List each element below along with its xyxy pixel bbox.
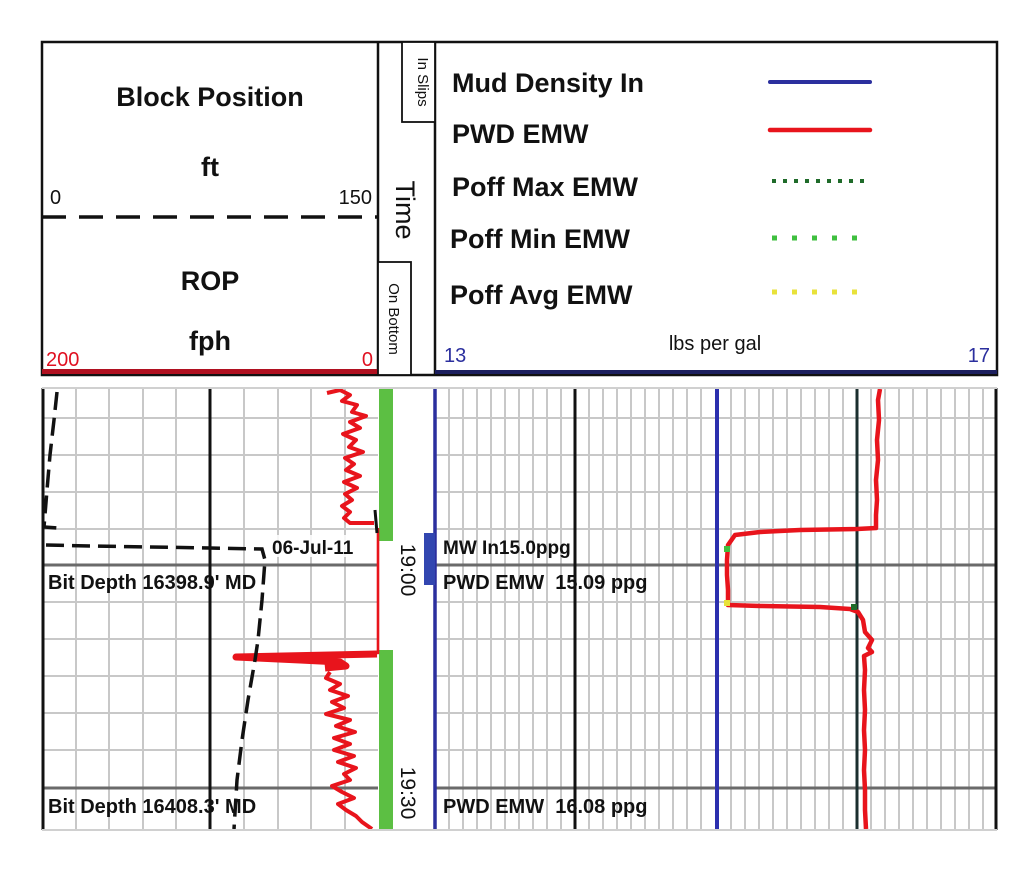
rop-scale-right: 0 <box>362 349 373 371</box>
legend-label: Poff Max EMW <box>452 172 639 202</box>
pwd-emw-label-1: PWD EMW 15.09 ppg <box>443 572 647 594</box>
poff-min-marker <box>724 546 730 552</box>
block-position-scale-max: 150 <box>339 187 372 209</box>
legend-item-poff-min-emw: Poff Min EMW <box>450 224 870 254</box>
rop-unit: fph <box>189 326 231 356</box>
rop-title: ROP <box>181 266 240 296</box>
on-bottom-box <box>377 261 412 376</box>
block-position-tick <box>373 509 379 534</box>
legend-item-mud-density-in: Mud Density In <box>452 68 872 98</box>
right-track-grid <box>448 388 984 830</box>
on-bottom-label: On Bottom <box>385 283 402 355</box>
legend-label: Poff Min EMW <box>450 224 630 254</box>
legend-item-poff-max-emw: Poff Max EMW <box>452 172 870 202</box>
legend-label: PWD EMW <box>452 119 589 149</box>
emw-legend: Mud Density In PWD EMW Poff Max EMW Poff… <box>435 68 997 374</box>
pwd-emw-label-2: PWD EMW 16.08 ppg <box>443 796 647 818</box>
time-label-1930: 19:30 <box>396 767 419 820</box>
date-label: 06-Jul-11 <box>272 538 354 559</box>
rop-curve <box>232 388 380 831</box>
legend-label: Poff Avg EMW <box>450 280 633 310</box>
emw-unit-label: lbs per gal <box>669 333 761 355</box>
log-tracks: 19:00 19:30 06-Jul-11 Bit Depth 16398 <box>41 387 998 831</box>
right-track-annotations: MW In15.0ppg PWD EMW 15.09 ppg PWD EMW 1… <box>443 538 647 818</box>
pwd-emw-curve <box>724 388 883 830</box>
block-position-scale-min: 0 <box>50 187 61 209</box>
mw-in-label: MW In15.0ppg <box>443 538 571 559</box>
on-bottom-bar <box>379 650 393 830</box>
rop-legend-line <box>42 369 378 374</box>
block-position-unit: ft <box>201 152 219 182</box>
left-track-annotations: 06-Jul-11 Bit Depth 16398.9' MD Bit Dept… <box>48 535 374 818</box>
on-bottom-bar <box>379 389 393 541</box>
legend-item-pwd-emw: PWD EMW <box>452 119 873 149</box>
time-title: Time <box>390 181 420 240</box>
emw-scale-min: 13 <box>444 345 466 367</box>
rop-scale-left: 200 <box>46 349 79 371</box>
poff-max-marker <box>851 604 857 610</box>
rop-header: ROP fph 200 0 <box>42 266 378 374</box>
in-slips-label: In Slips <box>414 57 431 106</box>
time-label-1900: 19:00 <box>396 544 419 597</box>
block-position-title: Block Position <box>116 82 304 112</box>
block-position-header: Block Position ft 0 150 <box>42 82 378 219</box>
left-track-grid <box>75 388 346 830</box>
bit-depth-label-1: Bit Depth 16398.9' MD <box>48 572 256 594</box>
emw-scale-max: 17 <box>968 345 990 367</box>
header: Block Position ft 0 150 ROP fph 200 0 In… <box>40 40 999 377</box>
in-slips-box <box>401 41 436 123</box>
time-column: 19:00 19:30 <box>379 389 435 830</box>
bit-depth-label-2: Bit Depth 16408.3' MD <box>48 796 256 818</box>
emw-legend-bar <box>435 370 997 374</box>
block-position-curve <box>42 391 267 830</box>
legend-item-poff-avg-emw: Poff Avg EMW <box>450 280 870 310</box>
time-column-header: In Slips Time On Bottom <box>377 41 436 376</box>
legend-label: Mud Density In <box>452 68 644 98</box>
in-slips-bar <box>424 533 435 585</box>
poff-avg-marker <box>724 600 730 606</box>
